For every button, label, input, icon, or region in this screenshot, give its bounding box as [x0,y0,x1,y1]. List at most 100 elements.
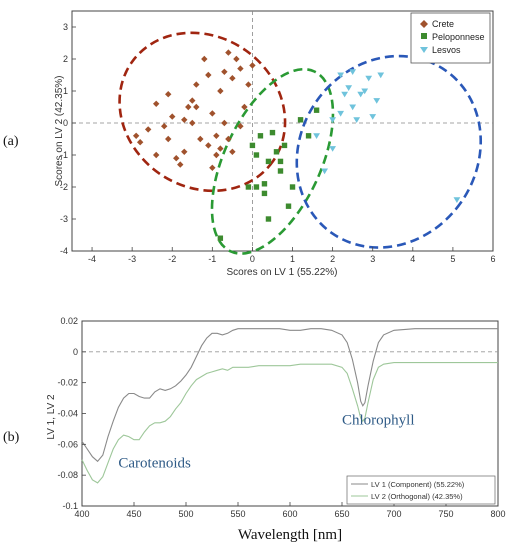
point-crete [165,91,172,98]
x-tick-label: 550 [230,509,245,519]
point-peloponnese [289,184,296,190]
loadings-plot-legend: LV 1 (Component) (55.22%) LV 2 (Orthogon… [346,475,496,505]
x-tick-label: 5 [450,254,455,264]
y-tick-label: 2 [63,54,68,64]
point-peloponnese [253,152,260,158]
point-crete [144,126,152,133]
point-lesvos [357,91,365,98]
point-crete [221,119,228,127]
legend-peloponnese-label: Peloponnese [432,32,485,42]
point-lesvos [365,75,373,82]
x-tick-label: -1 [208,254,216,264]
x-tick-label: -3 [128,254,136,264]
point-peloponnese [313,107,320,113]
point-lesvos [337,110,345,117]
point-lesvos [337,72,345,79]
score-plot-x-label: Scores on LV 1 (55.22%) [227,267,338,278]
point-lesvos [361,88,369,95]
score-points [132,49,461,241]
ellipse-crete [118,31,287,193]
point-crete [229,75,236,82]
point-lesvos [373,98,381,104]
point-crete [185,103,192,111]
point-crete [189,97,196,104]
point-lesvos [453,197,461,203]
point-crete [233,55,240,63]
x-tick-label: 600 [282,509,297,519]
loadings-plot-x-ticks: 400 450 500 550 600 650 700 750 800 [74,502,506,519]
point-peloponnese [285,203,292,209]
point-peloponnese [249,142,256,149]
point-crete [153,151,160,159]
y-tick-label: 3 [63,22,68,32]
point-crete [225,49,232,56]
point-crete [136,139,144,146]
point-peloponnese [257,133,264,139]
legend-lesvos-label: Lesvos [432,45,461,55]
point-lesvos [329,146,337,152]
point-lesvos [321,168,328,175]
x-tick-label: 6 [490,254,495,264]
loadings-annotations: Carotenoids Chlorophyll [118,412,414,471]
point-crete [213,132,220,139]
point-peloponnese [273,149,280,155]
x-tick-label: 650 [334,509,349,519]
point-lesvos [377,72,385,79]
point-crete [237,65,244,72]
y-tick-label: -4 [60,246,68,256]
x-tick-label: 750 [438,509,453,519]
score-plot-y-ticks: -4 -3 -2 -1 0 1 2 3 [60,22,76,256]
x-tick-label: 3 [370,254,375,264]
point-crete [245,81,252,88]
point-crete [193,103,200,111]
y-tick-label: -2 [60,182,68,192]
point-crete [169,113,176,120]
point-crete [205,71,212,79]
point-crete [161,123,168,130]
annotation-carotenoids: Carotenoids [118,455,191,471]
point-crete [132,132,140,139]
loadings-plot-panel: (b) 400 450 500 550 600 650 700 750 800 -0.1 -0.0… [3,316,506,543]
point-peloponnese [253,184,260,190]
legend-lesvos-marker [420,47,428,53]
point-crete [181,116,188,123]
point-lesvos [353,117,361,123]
point-crete [173,155,180,162]
loadings-plot-y-ticks: -0.1 -0.08 -0.06 -0.04 -0.02 0 0.02 [57,316,86,511]
x-tick-label: 0 [250,254,255,264]
y-tick-label: -0.1 [62,501,78,511]
y-tick-label: 1 [63,86,68,96]
loadings-lines [81,328,498,484]
loadings-plot-y-label: LV 1, LV 2 [46,394,57,440]
point-peloponnese [265,216,272,222]
point-crete [221,68,228,75]
panel-a-label: (a) [3,134,19,149]
point-crete [217,87,224,95]
point-peloponnese [261,190,268,197]
point-crete [217,145,224,152]
point-lesvos [313,133,320,139]
y-tick-label: -1 [60,150,68,160]
y-tick-label: -0.06 [57,439,78,449]
ellipse-lesvos [295,54,483,249]
legend-peloponnese-marker [421,33,427,39]
y-tick-label: 0.02 [60,316,78,326]
point-crete [181,148,188,155]
score-plot-y-label: Scores on LV 2 (42.35%) [54,76,65,187]
point-lesvos [341,91,349,98]
point-peloponnese [265,158,272,165]
legend-lv1-label: LV 1 (Component) (55.22%) [371,480,465,489]
point-lesvos [345,85,353,91]
y-tick-label: -0.04 [57,409,78,419]
lv2-line [81,362,498,484]
point-peloponnese [305,133,312,139]
point-peloponnese [277,158,284,165]
point-crete [165,135,172,143]
x-tick-label: -2 [168,254,176,264]
point-crete [197,135,204,143]
point-crete [249,62,256,69]
point-peloponnese [281,142,288,149]
point-crete [205,142,212,149]
point-peloponnese [277,168,284,174]
